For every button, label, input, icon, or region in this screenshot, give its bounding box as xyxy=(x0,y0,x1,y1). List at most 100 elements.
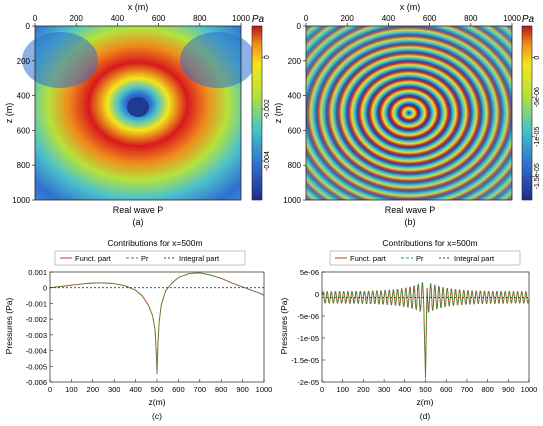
colorbar-tick-label: -1e-05 xyxy=(534,127,541,147)
panel-d-legend-integral: Integral part xyxy=(454,254,495,263)
panel-b-xlabel-bottom: Real wave P xyxy=(385,205,436,215)
panel-a-xlabel-bottom: Real wave P xyxy=(113,205,164,215)
y-tick-label: -0.003 xyxy=(26,331,47,340)
colorbar-tick-label: -5e-06 xyxy=(534,87,541,107)
panel-b-xlabel-top: x (m) xyxy=(400,2,421,12)
y-tick-label: -1e-05 xyxy=(297,334,319,343)
y-tick-label: -1.5e-05 xyxy=(291,356,319,365)
x-tick-label: 600 xyxy=(152,14,166,23)
panel-d-title: Contributions for x=500m xyxy=(382,238,477,248)
x-tick-label: 100 xyxy=(65,385,78,394)
x-tick-label: 200 xyxy=(357,385,370,394)
panel-b-ylabel: z (m) xyxy=(273,103,283,124)
colorbar-tick-label: 0 xyxy=(534,56,541,60)
colorbar-tick-label: -0.004 xyxy=(264,151,271,171)
y-tick-label: 1000 xyxy=(12,196,30,205)
x-tick-label: 800 xyxy=(193,14,207,23)
panel-c-xlabel: z(m) xyxy=(149,397,166,407)
y-tick-label: 0 xyxy=(26,22,31,31)
x-tick-label: 500 xyxy=(151,385,164,394)
x-tick-label: 700 xyxy=(461,385,474,394)
y-tick-label: 400 xyxy=(17,92,31,101)
x-tick-label: 600 xyxy=(440,385,453,394)
x-tick-label: 1000 xyxy=(521,385,538,394)
panel-c-legend-integral: Integral part xyxy=(179,254,220,263)
panel-c-ylabel: Pressures (Pa) xyxy=(4,297,14,354)
series-line xyxy=(49,272,265,375)
panel-a: x (m) 0 200 400 600 800 1000 0 200 400 600 800 100… xyxy=(4,2,271,227)
y-tick-label: 0.001 xyxy=(28,268,47,277)
panel-b: x (m) 0 200 400 600 800 1000 0 200 400 600 800 100… xyxy=(273,2,541,227)
y-tick-label: 800 xyxy=(17,161,31,170)
panel-a-upper-lobe-left xyxy=(22,32,98,88)
x-tick-label: 400 xyxy=(129,385,142,394)
panel-a-source-spot xyxy=(127,97,149,117)
x-tick-label: 1000 xyxy=(256,385,273,394)
y-tick-label: 200 xyxy=(17,57,31,66)
x-tick-label: 800 xyxy=(215,385,228,394)
panel-a-colorbar: Pa 0 -0.002 -0.004 xyxy=(251,14,271,201)
x-tick-label: 100 xyxy=(336,385,349,394)
y-tick-label: -0.001 xyxy=(26,299,47,308)
panel-c-title: Contributions for x=500m xyxy=(107,238,202,248)
x-tick-label: 900 xyxy=(236,385,249,394)
y-tick-label: 1000 xyxy=(283,196,301,205)
x-tick-label: 700 xyxy=(194,385,207,394)
x-tick-label: 0 xyxy=(304,14,309,23)
x-tick-label: 400 xyxy=(111,14,125,23)
panel-c-legend-pr: Pr xyxy=(141,254,149,263)
panel-d-legend-pr: Pr xyxy=(416,254,424,263)
y-tick-label: -0.006 xyxy=(26,378,47,387)
panel-c-legend: Funct. part Pr Integral part xyxy=(54,250,246,266)
y-tick-label: 400 xyxy=(288,92,302,101)
panel-b-caption: (b) xyxy=(405,217,416,227)
x-tick-label: 600 xyxy=(172,385,185,394)
y-tick-label: 0 xyxy=(43,284,47,293)
panel-d-legend: Funct. part Pr Integral part xyxy=(329,250,521,266)
panel-d-ylabel: Pressures (Pa) xyxy=(279,297,289,354)
y-tick-label: -5e-06 xyxy=(297,312,319,321)
panel-b-colorbar-unit: Pa xyxy=(522,14,535,25)
panel-d-caption: (d) xyxy=(420,411,431,421)
y-tick-label: -2e-05 xyxy=(297,378,319,387)
colorbar-tick-label: 0 xyxy=(264,55,271,59)
panel-c: Contributions for x=500m Funct. part Pr … xyxy=(4,238,272,421)
panel-d-legend-funct: Funct. part xyxy=(350,254,387,263)
x-tick-label: 600 xyxy=(423,14,437,23)
series-line xyxy=(321,282,530,378)
y-tick-label: -0.005 xyxy=(26,362,47,371)
y-tick-label: 600 xyxy=(17,126,31,135)
x-tick-label: 800 xyxy=(464,14,478,23)
x-tick-label: 0 xyxy=(320,385,324,394)
x-tick-label: 300 xyxy=(378,385,391,394)
colorbar-tick-label: -0.002 xyxy=(264,99,271,119)
y-tick-label: 800 xyxy=(288,161,302,170)
y-tick-label: 0 xyxy=(315,290,319,299)
panel-c-legend-funct: Funct. part xyxy=(75,254,112,263)
x-tick-label: 200 xyxy=(341,14,355,23)
y-tick-label: -0.002 xyxy=(26,315,47,324)
panel-a-caption: (a) xyxy=(133,217,144,227)
x-tick-label: 200 xyxy=(87,385,100,394)
panel-a-ylabel: z (m) xyxy=(4,103,14,124)
panel-c-caption: (c) xyxy=(152,411,162,421)
panel-a-xlabel-top: x (m) xyxy=(128,2,149,12)
y-tick-label: -0.004 xyxy=(26,347,47,356)
panel-a-colorbar-unit: Pa xyxy=(252,14,265,25)
panel-b-colorbar: Pa 0 -5e-06 -1e-05 -1.5e-05 xyxy=(521,14,541,201)
y-tick-label: 600 xyxy=(288,126,302,135)
panel-a-upper-lobe-right xyxy=(180,32,256,88)
x-tick-label: 400 xyxy=(399,385,412,394)
x-tick-label: 800 xyxy=(481,385,494,394)
x-tick-label: 300 xyxy=(108,385,121,394)
x-tick-label: 400 xyxy=(382,14,396,23)
x-tick-label: 200 xyxy=(70,14,84,23)
panel-d: Contributions for x=500m Funct. part Pr … xyxy=(279,238,537,421)
y-tick-label: 0 xyxy=(297,22,302,31)
x-tick-label: 900 xyxy=(502,385,515,394)
x-tick-label: 0 xyxy=(33,14,38,23)
panel-d-xlabel: z(m) xyxy=(417,397,434,407)
x-tick-label: 500 xyxy=(419,385,432,394)
y-tick-label: 5e-06 xyxy=(300,268,319,277)
